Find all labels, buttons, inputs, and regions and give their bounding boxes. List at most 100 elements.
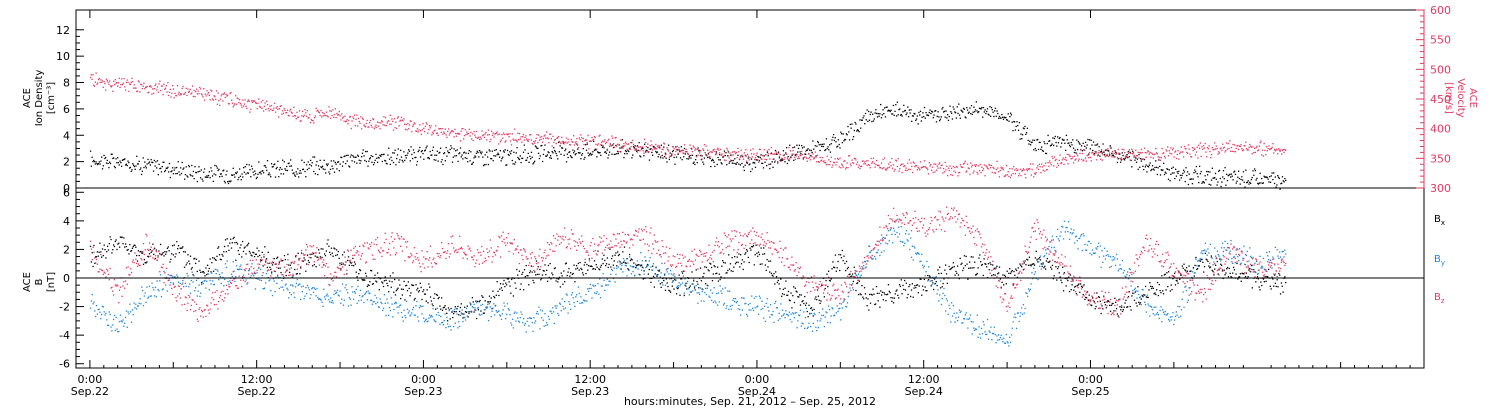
data-point: [144, 262, 146, 264]
data-point: [978, 165, 980, 167]
data-point: [1174, 151, 1176, 153]
data-point: [758, 161, 760, 163]
data-point: [1013, 270, 1015, 273]
data-point: [600, 154, 602, 157]
data-point: [454, 128, 456, 131]
data-point: [820, 160, 822, 162]
data-point: [871, 294, 873, 296]
data-point: [1257, 149, 1260, 151]
data-point: [410, 292, 412, 294]
data-point: [101, 256, 103, 258]
data-point: [902, 163, 904, 165]
data-point: [766, 150, 769, 152]
data-point: [974, 261, 976, 263]
data-point: [354, 292, 357, 294]
data-point: [399, 159, 401, 161]
data-point: [393, 308, 395, 311]
data-point: [765, 269, 767, 271]
data-point: [629, 259, 632, 262]
data-point: [906, 169, 908, 172]
data-point: [785, 153, 787, 155]
data-point: [687, 158, 690, 160]
data-point: [962, 267, 965, 269]
data-point: [916, 115, 918, 117]
data-point: [675, 156, 678, 158]
data-point: [127, 81, 129, 84]
data-point: [752, 162, 754, 164]
data-point: [805, 153, 807, 156]
data-point: [1187, 183, 1190, 186]
data-point: [770, 146, 773, 149]
data-point: [1088, 157, 1090, 159]
data-point: [1096, 144, 1098, 146]
data-point: [1080, 285, 1083, 288]
data-point: [140, 173, 143, 176]
data-point: [423, 127, 425, 130]
data-point: [1200, 170, 1202, 173]
data-point: [320, 248, 322, 250]
data-point: [522, 133, 525, 136]
data-point: [801, 301, 803, 303]
data-point: [459, 140, 462, 142]
data-point: [747, 157, 749, 159]
data-point: [388, 158, 391, 160]
data-point: [1164, 273, 1166, 275]
data-point: [90, 165, 92, 167]
data-point: [883, 157, 886, 159]
data-point: [391, 303, 393, 305]
data-point: [1203, 182, 1206, 184]
data-point: [455, 132, 457, 135]
data-point: [268, 172, 270, 174]
data-point: [623, 156, 625, 159]
data-point: [356, 302, 358, 305]
data-point: [329, 110, 331, 112]
data-point: [1186, 171, 1189, 173]
data-point: [423, 150, 426, 152]
data-point: [685, 282, 687, 284]
data-point: [977, 267, 979, 269]
data-point: [758, 160, 761, 162]
data-point: [1087, 299, 1089, 302]
data-point: [165, 85, 167, 87]
data-point: [960, 109, 962, 111]
data-point: [235, 95, 237, 97]
data-point: [786, 162, 789, 165]
data-point: [860, 165, 863, 167]
data-point: [1261, 182, 1264, 184]
data-point: [827, 286, 829, 288]
data-point: [351, 286, 353, 288]
data-point: [334, 248, 336, 250]
data-point: [816, 289, 819, 291]
data-point: [718, 153, 721, 156]
data-point: [567, 312, 569, 314]
data-point: [820, 143, 822, 146]
data-point: [638, 264, 640, 266]
data-point: [1210, 184, 1212, 186]
data-point: [207, 176, 209, 179]
data-point: [1096, 143, 1099, 145]
data-point: [620, 268, 622, 270]
data-point: [925, 167, 927, 169]
data-point: [213, 95, 215, 97]
data-point: [192, 95, 195, 98]
data-point: [528, 284, 530, 286]
data-point: [332, 168, 334, 170]
data-point: [410, 146, 412, 148]
data-point: [576, 143, 578, 145]
data-point: [130, 321, 133, 323]
data-point: [464, 306, 466, 308]
data-point: [113, 80, 115, 82]
data-point: [184, 91, 187, 94]
data-point: [633, 148, 635, 150]
data-point: [793, 159, 795, 162]
data-point: [1021, 169, 1024, 172]
data-point: [620, 146, 623, 148]
data-point: [575, 141, 577, 143]
data-point: [831, 166, 833, 168]
data-point: [599, 152, 601, 154]
data-point: [1109, 145, 1111, 147]
data-point: [758, 253, 761, 256]
data-point: [415, 130, 418, 132]
data-point: [1120, 309, 1122, 311]
data-point: [152, 286, 154, 289]
